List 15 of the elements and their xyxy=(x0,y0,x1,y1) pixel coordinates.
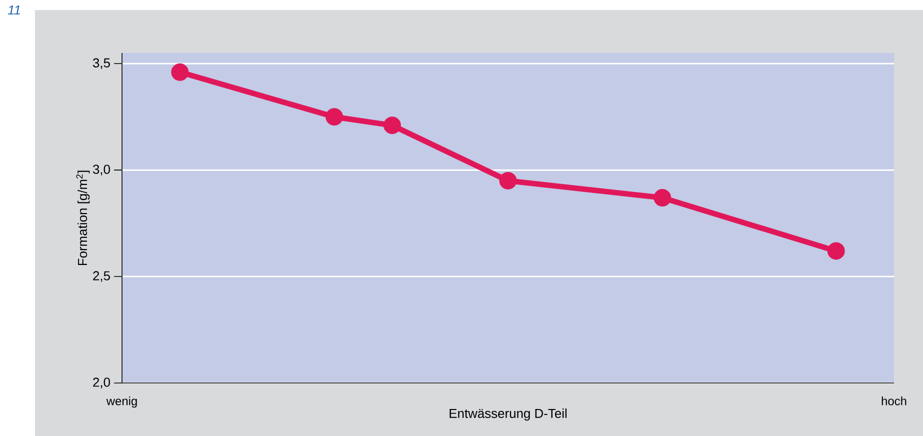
x-tick-label: wenig xyxy=(106,396,137,408)
y-tick-label: 3,0 xyxy=(92,164,110,176)
point xyxy=(827,242,845,260)
y-tick-label: 2,5 xyxy=(93,271,110,282)
text: 11 xyxy=(8,6,20,14)
point xyxy=(383,116,401,134)
y-tick-label: 2,0 xyxy=(93,378,110,388)
point xyxy=(499,172,517,190)
y-tick-label: 3,5 xyxy=(92,58,110,69)
x-axis-title: Entwässerung D-Teil xyxy=(450,408,567,421)
y-axis-title: Formation [g/m$^{2}$] xyxy=(76,170,90,266)
point xyxy=(171,63,189,81)
point xyxy=(654,189,672,207)
x-tick-label: hoch xyxy=(882,396,906,406)
point xyxy=(326,108,344,126)
